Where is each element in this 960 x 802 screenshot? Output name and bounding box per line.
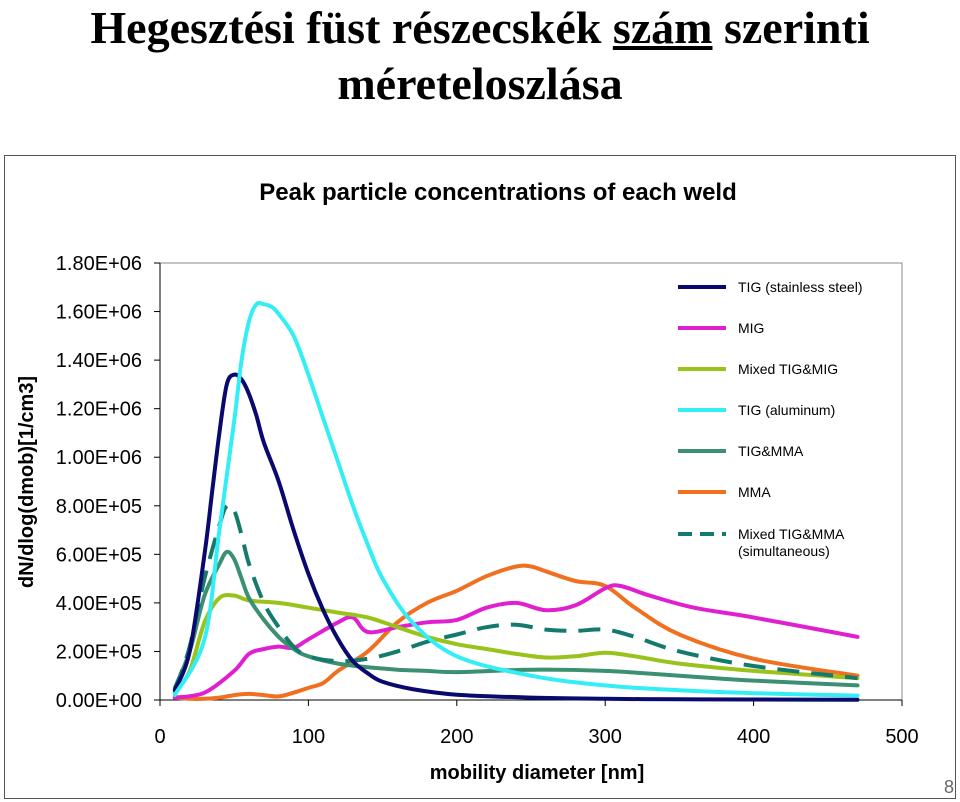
slide-title: Hegesztési füst részecskék szám szerinti… xyxy=(0,0,960,112)
y-tick-label: 1.20E+06 xyxy=(56,399,142,421)
y-tick-label: 6.00E+05 xyxy=(56,544,142,566)
legend-label-3: TIG (aluminum) xyxy=(738,402,835,418)
chart-title: Peak particle concentrations of each wel… xyxy=(259,179,737,206)
x-tick-label: 0 xyxy=(154,726,165,748)
x-tick-label: 100 xyxy=(292,726,325,748)
y-tick-label: 1.40E+06 xyxy=(56,350,142,372)
slide-title-line2: méreteloszlása xyxy=(337,58,623,109)
series-line-6 xyxy=(172,502,858,691)
slide-title-line1: Hegesztési füst részecskék szám szerinti xyxy=(0,0,960,56)
y-tick-label: 1.80E+06 xyxy=(56,253,142,275)
legend-label-6-line2: (simultaneous) xyxy=(738,543,830,559)
legend-label-4: TIG&MMA xyxy=(738,443,804,459)
x-tick-label: 500 xyxy=(885,726,918,748)
x-tick-label: 200 xyxy=(440,726,473,748)
legend-label-5: MMA xyxy=(738,484,771,500)
plot-border xyxy=(159,262,903,701)
chart-frame xyxy=(4,155,956,799)
y-tick-label: 2.00E+05 xyxy=(56,641,142,663)
title-part1: Hegesztési füst részecskék xyxy=(90,2,602,53)
x-tick-label: 300 xyxy=(589,726,622,748)
y-tick-label: 1.00E+06 xyxy=(56,447,142,469)
x-axis-label: mobility diameter [nm] xyxy=(430,762,644,784)
series-line-1 xyxy=(172,583,860,700)
series-line-0 xyxy=(172,372,860,702)
series-line-2 xyxy=(172,593,860,695)
title-underlined-word: szám xyxy=(612,2,713,53)
page-number: 8 xyxy=(943,777,954,797)
y-tick-label: 4.00E+05 xyxy=(56,593,142,615)
legend-label-6: Mixed TIG&MMA xyxy=(738,526,845,542)
series-line-3 xyxy=(172,300,860,698)
x-tick-label: 400 xyxy=(737,726,770,748)
legend-label-1: MIG xyxy=(738,320,764,336)
legend-label-2: Mixed TIG&MIG xyxy=(738,361,838,377)
series-line-4 xyxy=(172,549,860,690)
y-axis-label: dN/dlog(dmob)[1/cm3] xyxy=(16,376,38,588)
plot-area: 0.00E+00 2.00E+05 4.00E+05 6.00E+05 8.00E+05… xyxy=(56,253,919,748)
title-part2: szerinti xyxy=(723,2,870,53)
y-tick-label: 8.00E+05 xyxy=(56,496,142,518)
legend-label-0: TIG (stainless steel) xyxy=(738,279,862,295)
y-tick-label: 1.60E+06 xyxy=(56,302,142,324)
legend: TIG (stainless steel) MIG Mixed TIG&MIG TIG… xyxy=(678,279,862,559)
y-tick-label: 0.00E+00 xyxy=(56,690,142,712)
